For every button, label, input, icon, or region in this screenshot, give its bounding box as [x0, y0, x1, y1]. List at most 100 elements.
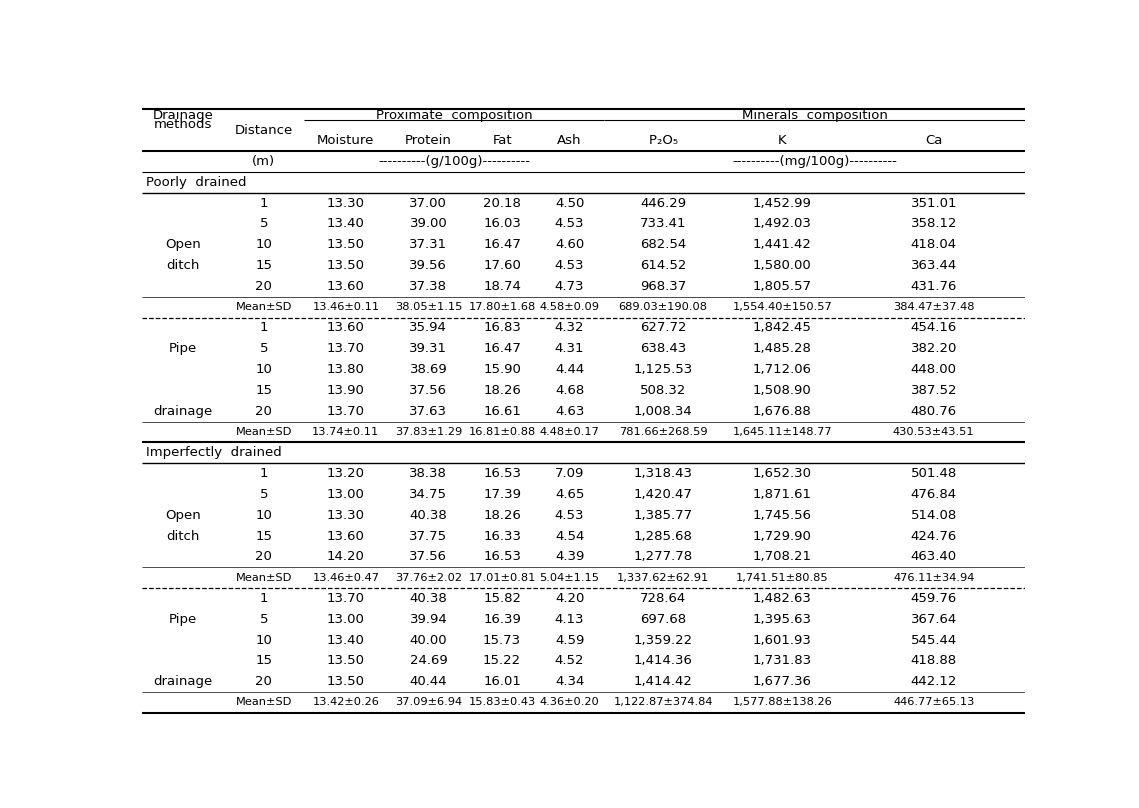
Text: 1,580.00: 1,580.00 — [753, 259, 812, 272]
Text: 16.39: 16.39 — [483, 612, 521, 625]
Text: 1,842.45: 1,842.45 — [753, 322, 812, 335]
Text: 4.53: 4.53 — [555, 509, 584, 522]
Text: Ash: Ash — [557, 134, 582, 147]
Text: 1,708.21: 1,708.21 — [753, 550, 812, 563]
Text: Mean±SD: Mean±SD — [236, 302, 292, 312]
Text: 17.80±1.68: 17.80±1.68 — [468, 302, 535, 312]
Text: 1,676.88: 1,676.88 — [753, 405, 812, 418]
Text: Distance: Distance — [235, 124, 293, 137]
Text: ----------(g/100g)----------: ----------(g/100g)---------- — [378, 155, 530, 168]
Text: 446.77±65.13: 446.77±65.13 — [893, 697, 975, 708]
Text: Protein: Protein — [405, 134, 452, 147]
Text: 15: 15 — [255, 654, 272, 667]
Text: 358.12: 358.12 — [910, 217, 957, 230]
Text: 37.63: 37.63 — [409, 405, 448, 418]
Text: 1,712.06: 1,712.06 — [753, 363, 812, 376]
Text: 501.48: 501.48 — [910, 467, 957, 480]
Text: 13.50: 13.50 — [327, 675, 364, 688]
Text: 4.59: 4.59 — [555, 633, 584, 646]
Text: 37.38: 37.38 — [409, 280, 448, 292]
Text: 37.75: 37.75 — [409, 529, 448, 542]
Text: 16.53: 16.53 — [483, 550, 521, 563]
Text: 1,805.57: 1,805.57 — [753, 280, 812, 292]
Text: 34.75: 34.75 — [409, 488, 448, 501]
Text: 39.31: 39.31 — [409, 343, 448, 356]
Text: 38.05±1.15: 38.05±1.15 — [395, 302, 462, 312]
Text: 431.76: 431.76 — [910, 280, 957, 292]
Text: 14.20: 14.20 — [327, 550, 364, 563]
Text: 37.83±1.29: 37.83±1.29 — [395, 427, 462, 437]
Text: 13.70: 13.70 — [327, 405, 364, 418]
Text: 638.43: 638.43 — [640, 343, 687, 356]
Text: 5: 5 — [260, 612, 268, 625]
Text: 13.50: 13.50 — [327, 654, 364, 667]
Text: 38.38: 38.38 — [409, 467, 448, 480]
Text: 38.69: 38.69 — [410, 363, 448, 376]
Text: 16.61: 16.61 — [483, 405, 521, 418]
Text: 627.72: 627.72 — [640, 322, 687, 335]
Text: 13.60: 13.60 — [327, 529, 364, 542]
Text: 1,601.93: 1,601.93 — [753, 633, 812, 646]
Text: 5: 5 — [260, 343, 268, 356]
Text: 10: 10 — [255, 238, 272, 251]
Text: 367.64: 367.64 — [910, 612, 957, 625]
Text: 15.22: 15.22 — [483, 654, 522, 667]
Text: 13.80: 13.80 — [327, 363, 364, 376]
Text: 4.34: 4.34 — [555, 675, 584, 688]
Text: 1,125.53: 1,125.53 — [633, 363, 693, 376]
Text: 1: 1 — [260, 196, 268, 209]
Text: 16.81±0.88: 16.81±0.88 — [468, 427, 535, 437]
Text: 15: 15 — [255, 384, 272, 397]
Text: 1: 1 — [260, 467, 268, 480]
Text: 39.56: 39.56 — [409, 259, 448, 272]
Text: 4.63: 4.63 — [555, 405, 584, 418]
Text: 697.68: 697.68 — [640, 612, 686, 625]
Text: 514.08: 514.08 — [910, 509, 957, 522]
Text: 16.03: 16.03 — [483, 217, 521, 230]
Text: 1,395.63: 1,395.63 — [753, 612, 812, 625]
Text: K: K — [778, 134, 787, 147]
Text: 13.00: 13.00 — [327, 488, 364, 501]
Text: 4.58±0.09: 4.58±0.09 — [540, 302, 599, 312]
Text: 13.00: 13.00 — [327, 612, 364, 625]
Text: 476.84: 476.84 — [911, 488, 957, 501]
Text: Moisture: Moisture — [317, 134, 375, 147]
Text: 10: 10 — [255, 633, 272, 646]
Text: 682.54: 682.54 — [640, 238, 687, 251]
Text: 13.50: 13.50 — [327, 259, 364, 272]
Text: 15.90: 15.90 — [483, 363, 521, 376]
Text: 20: 20 — [255, 280, 272, 292]
Text: 15.83±0.43: 15.83±0.43 — [468, 697, 535, 708]
Text: 17.01±0.81: 17.01±0.81 — [468, 573, 535, 583]
Text: Mean±SD: Mean±SD — [236, 573, 292, 583]
Text: 13.46±0.11: 13.46±0.11 — [312, 302, 379, 312]
Text: 18.74: 18.74 — [483, 280, 521, 292]
Text: 17.60: 17.60 — [483, 259, 521, 272]
Text: 781.66±268.59: 781.66±268.59 — [618, 427, 707, 437]
Text: 1,508.90: 1,508.90 — [753, 384, 812, 397]
Text: 37.76±2.02: 37.76±2.02 — [395, 573, 462, 583]
Text: 614.52: 614.52 — [640, 259, 687, 272]
Text: Pipe: Pipe — [169, 343, 197, 356]
Text: 1,277.78: 1,277.78 — [633, 550, 693, 563]
Text: 4.48±0.17: 4.48±0.17 — [540, 427, 599, 437]
Text: 10: 10 — [255, 363, 272, 376]
Text: 4.52: 4.52 — [555, 654, 584, 667]
Text: 13.60: 13.60 — [327, 280, 364, 292]
Text: 15.82: 15.82 — [483, 592, 521, 605]
Text: 13.42±0.26: 13.42±0.26 — [312, 697, 379, 708]
Text: 363.44: 363.44 — [910, 259, 957, 272]
Text: 16.83: 16.83 — [483, 322, 521, 335]
Text: 1,420.47: 1,420.47 — [633, 488, 693, 501]
Text: 39.00: 39.00 — [410, 217, 448, 230]
Text: 10: 10 — [255, 509, 272, 522]
Text: 1,385.77: 1,385.77 — [633, 509, 693, 522]
Text: 13.30: 13.30 — [327, 509, 364, 522]
Text: drainage: drainage — [154, 675, 213, 688]
Text: 16.53: 16.53 — [483, 467, 521, 480]
Text: 13.90: 13.90 — [327, 384, 364, 397]
Text: 5.04±1.15: 5.04±1.15 — [540, 573, 599, 583]
Text: 463.40: 463.40 — [911, 550, 957, 563]
Text: 24.69: 24.69 — [410, 654, 448, 667]
Text: 1,485.28: 1,485.28 — [753, 343, 812, 356]
